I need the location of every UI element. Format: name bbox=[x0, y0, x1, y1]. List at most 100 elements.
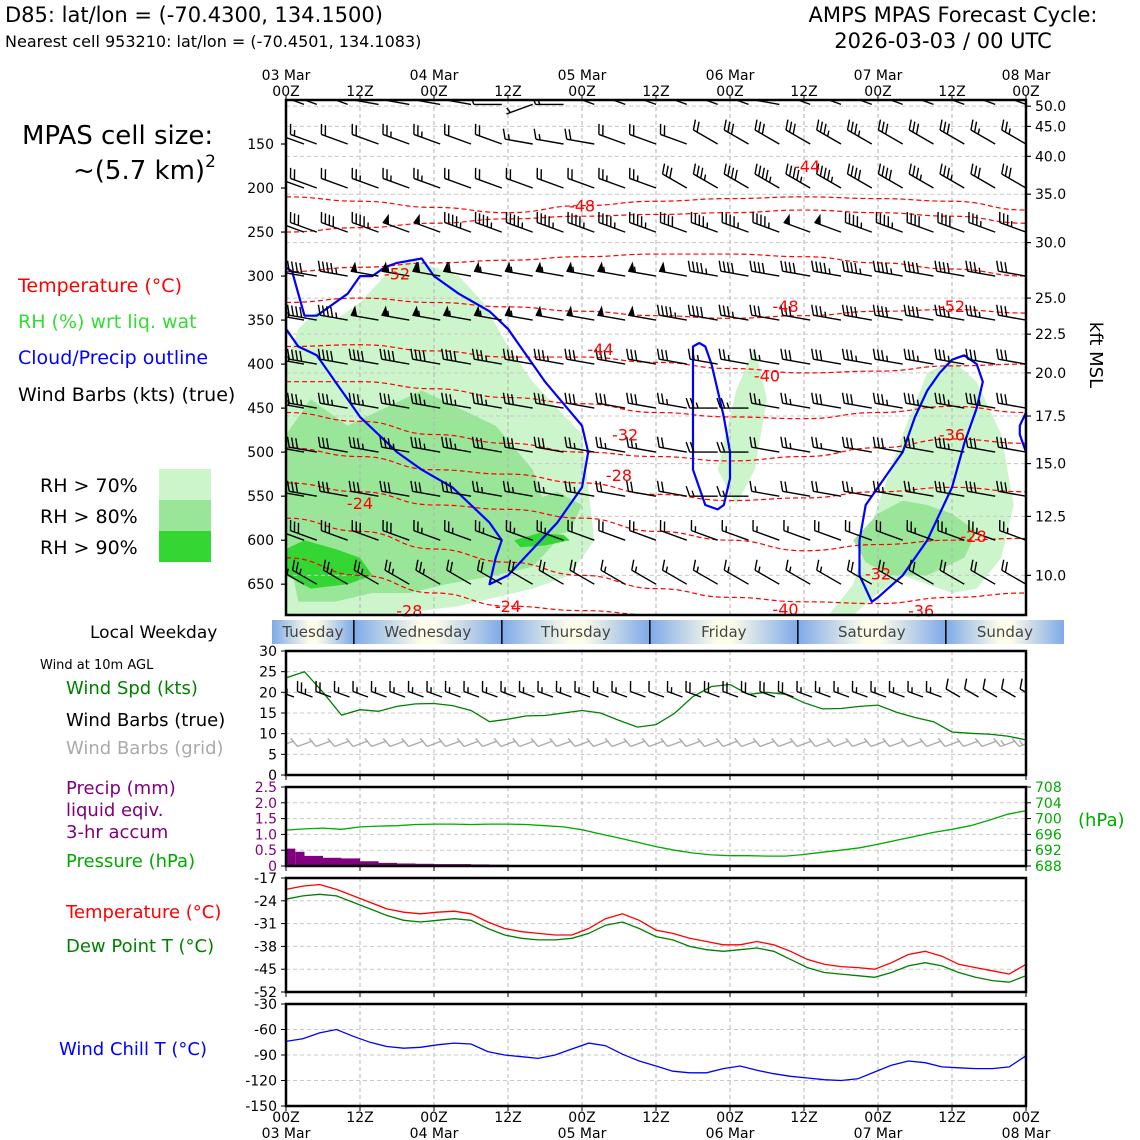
barb-full bbox=[996, 480, 1000, 492]
barb-full bbox=[660, 349, 665, 361]
barb-full bbox=[877, 559, 882, 571]
cycle-time: 2026-03-03 / 00 UTC bbox=[834, 29, 1052, 53]
barb-half bbox=[787, 526, 789, 533]
barb-pennant bbox=[473, 305, 481, 317]
barb-shaft bbox=[844, 358, 872, 365]
barb-shaft bbox=[286, 133, 305, 145]
barb-full bbox=[881, 121, 885, 133]
wind-barb-grid bbox=[401, 737, 424, 748]
barb-shaft bbox=[474, 446, 502, 453]
profile-wind-barb bbox=[286, 436, 317, 453]
profile-wind-barb bbox=[877, 119, 904, 145]
barb-shaft bbox=[505, 490, 533, 497]
profile-wind-barb bbox=[443, 123, 472, 145]
barb-full bbox=[277, 306, 282, 316]
barb-shaft bbox=[741, 740, 757, 748]
barb-pennant bbox=[442, 261, 450, 273]
profile-wind-barb bbox=[535, 305, 564, 321]
barb-full bbox=[882, 737, 891, 747]
profile-wind-barb bbox=[471, 480, 502, 497]
weekday-band bbox=[272, 620, 354, 644]
barb-full bbox=[564, 480, 568, 492]
barb-full bbox=[595, 348, 599, 360]
barb-full bbox=[289, 123, 292, 135]
barb-full bbox=[845, 393, 850, 405]
barb-full bbox=[696, 121, 700, 133]
barb-shaft bbox=[351, 529, 379, 541]
barb-full bbox=[606, 214, 608, 226]
barb-full bbox=[360, 350, 365, 362]
barb-full bbox=[537, 349, 541, 361]
barb-full bbox=[1004, 561, 1009, 573]
barb-full bbox=[348, 480, 352, 492]
barb-full bbox=[506, 481, 510, 493]
barb-full bbox=[851, 680, 854, 692]
barb-full bbox=[447, 261, 452, 273]
barb-half bbox=[799, 176, 803, 183]
pressure-ytick-label: 692 bbox=[1035, 843, 1062, 859]
barb-full bbox=[475, 437, 480, 449]
barb-shaft bbox=[320, 490, 348, 497]
barb-shaft bbox=[505, 138, 533, 145]
profile-wind-barb bbox=[841, 392, 872, 409]
barb-full bbox=[972, 521, 974, 533]
barb-full bbox=[533, 128, 537, 140]
profile-wind-barb bbox=[317, 260, 348, 277]
barb-shaft bbox=[630, 740, 646, 748]
pressure-right-axis-label: (hPa) bbox=[1078, 810, 1125, 831]
barb-full bbox=[364, 737, 373, 747]
barb-full bbox=[875, 520, 878, 531]
precip-legend-1: Precip (mm) bbox=[66, 778, 176, 799]
profile-wind-barb bbox=[780, 480, 811, 497]
barb-full bbox=[571, 213, 573, 224]
barb-half bbox=[754, 486, 757, 493]
barb-shaft bbox=[813, 490, 842, 497]
barb-full bbox=[574, 680, 576, 692]
barb-shaft bbox=[475, 177, 503, 189]
profile-wind-barb bbox=[816, 119, 842, 145]
barb-half bbox=[583, 222, 585, 229]
profile-wind-barb bbox=[471, 392, 502, 409]
profile-wind-barb bbox=[382, 520, 410, 541]
barb-shaft bbox=[567, 529, 595, 541]
isotherm-line bbox=[286, 344, 1026, 374]
barb-full bbox=[533, 392, 537, 404]
barb-full bbox=[317, 348, 321, 360]
wind-barb-grid bbox=[900, 737, 924, 748]
bottom-date-label: 08 Mar bbox=[1002, 1126, 1051, 1140]
isotherm-label: -36 bbox=[939, 426, 965, 445]
panel-ytick-label: -24 bbox=[254, 894, 277, 910]
barb-full bbox=[788, 165, 793, 177]
barb-shaft bbox=[426, 740, 443, 748]
barb-full bbox=[286, 348, 290, 360]
barb-shaft bbox=[936, 270, 965, 277]
profile-wind-barb bbox=[661, 163, 688, 189]
barb-full bbox=[290, 481, 295, 493]
profile-wind-barb bbox=[286, 348, 317, 365]
barb-full bbox=[290, 305, 295, 317]
wind-barb-true bbox=[315, 680, 332, 698]
profile-wind-barb bbox=[381, 100, 410, 106]
barb-full bbox=[418, 350, 422, 361]
profile-wind-barb bbox=[785, 163, 811, 189]
barb-full bbox=[328, 214, 331, 226]
wind-barb-grid bbox=[826, 737, 850, 748]
barb-full bbox=[300, 682, 303, 693]
barb-full bbox=[763, 682, 765, 693]
barb-full bbox=[1000, 678, 1005, 690]
weekday-name: Tuesday bbox=[281, 623, 343, 641]
profile-wind-barb bbox=[754, 163, 780, 189]
barb-half bbox=[490, 222, 493, 229]
barb-full bbox=[1002, 521, 1005, 533]
barb-full bbox=[475, 737, 484, 747]
barb-full bbox=[290, 349, 295, 361]
barb-shaft bbox=[350, 358, 379, 365]
profile-wind-barb bbox=[752, 211, 780, 233]
barb-full bbox=[934, 304, 938, 316]
barb-shaft bbox=[598, 529, 626, 541]
barb-pennant bbox=[627, 261, 635, 273]
barb-full bbox=[661, 559, 666, 571]
barb-half bbox=[521, 222, 524, 229]
barb-pennant bbox=[473, 261, 481, 273]
barb-full bbox=[946, 123, 950, 135]
